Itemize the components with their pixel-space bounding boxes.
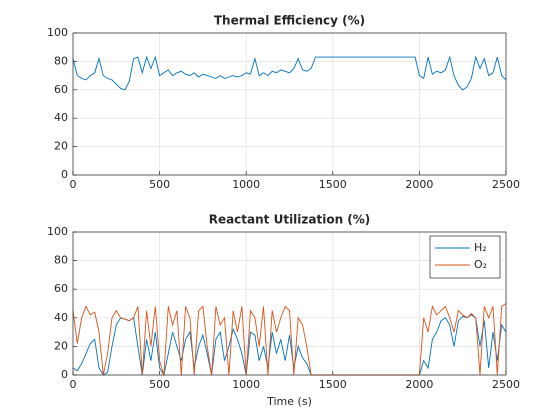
y-tick-label: 80 <box>54 54 68 67</box>
y-tick-label: 60 <box>54 83 68 96</box>
axes-background <box>73 33 506 175</box>
y-tick-label: 60 <box>54 282 68 295</box>
x-tick-label: 1500 <box>319 178 347 191</box>
chart-title: Reactant Utilization (%) <box>209 213 371 227</box>
data-line <box>72 55 507 91</box>
data-line <box>72 303 507 376</box>
y-tick-label: 80 <box>54 254 68 267</box>
x-axis-label: Time (s) <box>266 395 312 408</box>
legend-box <box>429 235 501 279</box>
legend-label: O₂ <box>474 258 487 271</box>
y-tick-label: 40 <box>54 311 68 324</box>
axes-frame <box>72 32 507 176</box>
y-tick-label: 100 <box>47 26 68 39</box>
y-tick-label: 20 <box>54 140 68 153</box>
x-tick-label: 2000 <box>405 178 433 191</box>
x-tick-label: 1000 <box>232 178 260 191</box>
x-tick-label: 0 <box>70 178 77 191</box>
x-tick-label: 2500 <box>492 378 520 391</box>
x-tick-label: 1000 <box>232 378 260 391</box>
data-line <box>72 314 507 377</box>
x-tick-label: 2000 <box>405 378 433 391</box>
legend-label: H₂ <box>474 241 487 254</box>
axes-frame <box>72 231 507 376</box>
x-tick-label: 0 <box>70 378 77 391</box>
x-tick-label: 500 <box>149 378 170 391</box>
x-tick-label: 2500 <box>492 178 520 191</box>
x-tick-label: 1500 <box>319 378 347 391</box>
y-tick-label: 100 <box>47 225 68 238</box>
y-tick-label: 20 <box>54 339 68 352</box>
x-tick-label: 500 <box>149 178 170 191</box>
y-tick-label: 40 <box>54 111 68 124</box>
y-tick-label: 0 <box>61 368 68 381</box>
y-tick-label: 0 <box>61 168 68 181</box>
chart-title: Thermal Efficiency (%) <box>214 14 365 28</box>
